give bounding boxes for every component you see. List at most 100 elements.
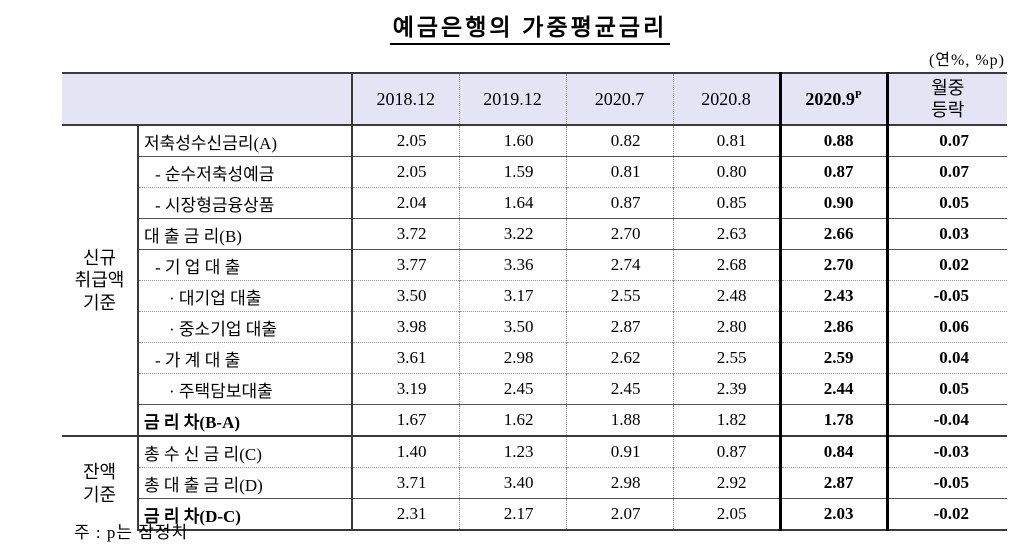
cell: 2.62 [565, 342, 673, 374]
page-title: 예금은행의 가중평균금리 [389, 8, 671, 45]
col-header-2020-8: 2020.8 [672, 72, 780, 126]
cell-highlight: 1.78 [778, 404, 889, 436]
cell-change: 0.02 [887, 249, 1007, 281]
cell: 1.40 [351, 435, 459, 468]
cell: 2.05 [351, 125, 459, 157]
table-row: · 대기업 대출 3.50 3.17 2.55 2.48 2.43 -0.05 [62, 280, 1007, 312]
cell: 0.87 [672, 435, 780, 468]
cell-change: 0.03 [887, 218, 1007, 250]
cell-highlight: 2.86 [778, 311, 889, 343]
cell: 2.80 [672, 311, 780, 343]
cell: 2.68 [672, 249, 780, 281]
cell-highlight: 0.88 [778, 125, 889, 157]
cell: 3.98 [351, 311, 459, 343]
cell: 3.72 [351, 218, 459, 250]
cell: 3.50 [458, 311, 566, 343]
footnote: 주 : p는 잠정치 [74, 523, 189, 542]
cell: 0.87 [565, 187, 673, 219]
cell: 1.64 [458, 187, 566, 219]
cell: 0.85 [672, 187, 780, 219]
provisional-superscript: P [854, 88, 862, 101]
cell: 3.40 [458, 467, 566, 499]
cell: 2.92 [672, 467, 780, 499]
cell-highlight: 2.43 [778, 280, 889, 312]
cell: 0.80 [672, 156, 780, 188]
cell: 2.87 [565, 311, 673, 343]
table-row: 잔액 기준 총 수 신 금 리(C) 1.40 1.23 0.91 0.87 0… [62, 435, 1007, 530]
cell: 2.55 [672, 342, 780, 374]
header-empty-cell [62, 72, 352, 126]
table-row: · 주택담보대출 3.19 2.45 2.45 2.39 2.44 0.05 [62, 373, 1007, 405]
table-row: 금 리 차(D-C) 2.31 2.17 2.07 2.05 2.03 -0.0… [62, 498, 1007, 531]
table-row: 총 대 출 금 리(D) 3.71 3.40 2.98 2.92 2.87 -0… [62, 467, 1007, 499]
cell-highlight: 2.66 [778, 218, 889, 250]
table-row: - 가 계 대 출 3.61 2.98 2.62 2.55 2.59 0.04 [62, 342, 1007, 374]
cell: 2.05 [672, 498, 780, 531]
cell-highlight: 2.44 [778, 373, 889, 405]
cell: 3.36 [458, 249, 566, 281]
cell-highlight: 2.70 [778, 249, 889, 281]
row-label: - 시장형금융상품 [138, 187, 352, 219]
cell: 2.48 [672, 280, 780, 312]
cell: 2.45 [458, 373, 566, 405]
header-row: 2018.12 2019.12 2020.7 2020.8 2020.9P 월중… [62, 72, 1007, 126]
cell-highlight: 0.90 [778, 187, 889, 219]
cell: 2.31 [351, 498, 459, 531]
col-header-2018-12: 2018.12 [351, 72, 459, 126]
cell: 2.07 [565, 498, 673, 531]
col-header-2020-9-provisional: 2020.9P [778, 72, 889, 126]
row-label: 대 출 금 리(B) [138, 218, 352, 250]
cell: 1.59 [458, 156, 566, 188]
row-label: 금 리 차(D-C) [138, 498, 352, 531]
cell: 2.17 [458, 498, 566, 531]
table-row: - 기 업 대 출 3.77 3.36 2.74 2.68 2.70 0.02 [62, 249, 1007, 281]
cell: 1.88 [565, 404, 673, 436]
cell-highlight: 0.87 [778, 156, 889, 188]
col-header-2020-7: 2020.7 [565, 72, 673, 126]
cell: 3.22 [458, 218, 566, 250]
cell-change: -0.05 [887, 280, 1007, 312]
row-label: 금 리 차(B-A) [138, 404, 352, 436]
cell-highlight: 2.59 [778, 342, 889, 374]
cell-highlight: 0.84 [778, 435, 889, 468]
cell: 3.61 [351, 342, 459, 374]
cell: 2.70 [565, 218, 673, 250]
cell-change: -0.03 [887, 435, 1007, 468]
row-label: · 대기업 대출 [138, 280, 352, 312]
row-label: 총 수 신 금 리(C) [138, 435, 352, 468]
cell: 2.74 [565, 249, 673, 281]
cell-change: 0.05 [887, 187, 1007, 219]
cell-change: 0.07 [887, 156, 1007, 188]
row-label: - 순수저축성예금 [138, 156, 352, 188]
table-row: · 중소기업 대출 3.98 3.50 2.87 2.80 2.86 0.06 [62, 311, 1007, 343]
cell-change: -0.02 [887, 498, 1007, 531]
cell: 0.81 [672, 125, 780, 157]
row-label: · 중소기업 대출 [138, 311, 352, 343]
table-row: 신규 취급액 기준 저축성수신금리(A) 2.05 1.60 0.82 0.81… [62, 125, 1007, 436]
cell: 1.62 [458, 404, 566, 436]
cell: 0.81 [565, 156, 673, 188]
cell: 3.50 [351, 280, 459, 312]
table-row: - 순수저축성예금 2.05 1.59 0.81 0.80 0.87 0.07 [62, 156, 1007, 188]
cell-change: -0.04 [887, 404, 1007, 436]
cell-change: 0.04 [887, 342, 1007, 374]
row-label: 저축성수신금리(A) [144, 133, 278, 153]
title-container: 예금은행의 가중평균금리 [0, 8, 1024, 45]
cell: 2.55 [565, 280, 673, 312]
rates-table: 2018.12 2019.12 2020.7 2020.8 2020.9P 월중… [62, 72, 1007, 531]
table-row: 금 리 차(B-A) 1.67 1.62 1.88 1.82 1.78 -0.0… [62, 404, 1007, 436]
cell: 2.98 [458, 342, 566, 374]
cell: 0.82 [565, 125, 673, 157]
cell: 2.05 [351, 156, 459, 188]
cell: 2.39 [672, 373, 780, 405]
cell-highlight: 2.87 [778, 467, 889, 499]
row-group-new-transactions: 신규 취급액 기준 [62, 125, 139, 436]
row-label: 총 대 출 금 리(D) [138, 467, 352, 499]
cell-change: -0.05 [887, 467, 1007, 499]
cell-change: 0.07 [939, 131, 969, 150]
cell: 2.04 [351, 187, 459, 219]
row-label: - 가 계 대 출 [138, 342, 352, 374]
row-label: · 주택담보대출 [138, 373, 352, 405]
table-row: - 시장형금융상품 2.04 1.64 0.87 0.85 0.90 0.05 [62, 187, 1007, 219]
